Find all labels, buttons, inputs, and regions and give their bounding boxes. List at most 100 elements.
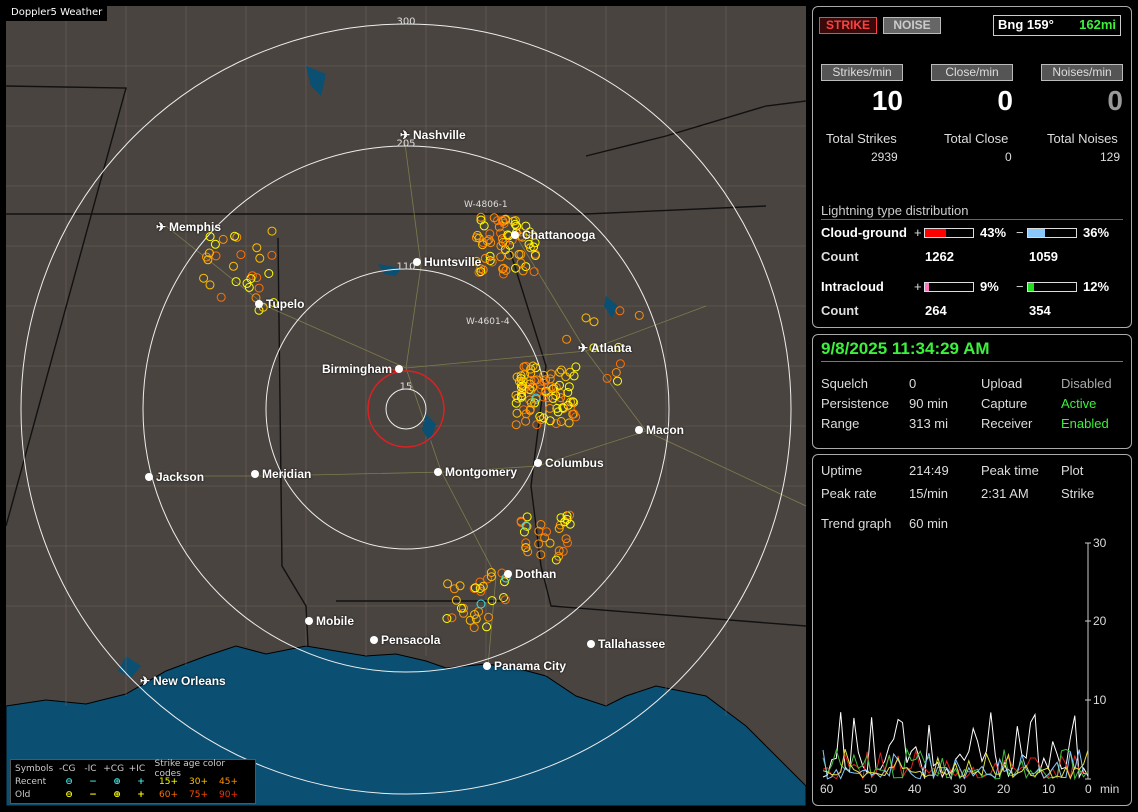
- strike-marker: [487, 596, 497, 606]
- trend-line: [822, 747, 1089, 781]
- waypoint-label: W-4601-4: [466, 317, 510, 327]
- noises-per-min-value: 0: [1107, 85, 1123, 116]
- strike-marker: [231, 277, 241, 287]
- strike-marker: [218, 234, 228, 244]
- bearing-value: Bng 159°: [998, 17, 1054, 32]
- strike-marker: [465, 615, 475, 625]
- cg-neg-count: 1059: [1029, 249, 1058, 264]
- strike-marker: [541, 375, 550, 385]
- legend-age-60: 60+: [159, 789, 178, 800]
- ic-pos-bar: [924, 282, 974, 292]
- stats-panel: STRIKE NOISE Bng 159° 162mi Strikes/min …: [812, 6, 1132, 328]
- legend-header-pos-ic: +IC: [128, 763, 146, 774]
- trend-line: [822, 749, 1089, 780]
- strike-marker: [504, 250, 514, 260]
- upload-label: Upload: [981, 376, 1023, 391]
- strike-marker: [517, 391, 527, 401]
- strike-marker: [475, 584, 485, 593]
- strike-marker: [204, 248, 214, 258]
- trend-line: [822, 749, 1089, 780]
- strike-marker: [536, 520, 546, 529]
- legend-recent-label: Recent: [15, 776, 47, 787]
- total-strikes-value: 2939: [871, 150, 898, 164]
- noises-per-min-button[interactable]: Noises/min: [1041, 64, 1123, 81]
- city-dot-icon: [635, 426, 643, 434]
- ic-neg-count: 354: [1029, 303, 1051, 318]
- ring-label-300: 300: [396, 16, 416, 28]
- range-label: Range: [821, 416, 860, 431]
- strike-marker: [489, 213, 499, 223]
- total-close-value: 0: [1005, 150, 1012, 164]
- strike-marker: [484, 235, 494, 245]
- neg-cg-symbol-icon: ⊖: [65, 789, 73, 800]
- cg-minus-sign: −: [1016, 225, 1024, 240]
- strike-marker: [534, 539, 544, 549]
- city-nashville: ✈ Nashville: [400, 128, 466, 142]
- strike-marker: [611, 368, 621, 377]
- range-value: 313 mi: [909, 416, 949, 431]
- strike-marker: [496, 252, 506, 262]
- city-dot-icon: [145, 473, 153, 481]
- strike-marker: [267, 226, 277, 236]
- strike-marker: [560, 517, 570, 527]
- strike-marker-recent: [531, 393, 541, 403]
- strike-marker: [498, 264, 508, 274]
- strike-marker: [528, 361, 538, 371]
- strike-marker: [508, 216, 518, 226]
- strike-marker: [522, 512, 532, 522]
- pos-cg-symbol-icon: ⊕: [113, 776, 121, 787]
- ic-pos-fill: [925, 283, 930, 291]
- trend-graph-value: 60 min: [909, 516, 949, 531]
- plot-value[interactable]: Strike: [1061, 486, 1095, 501]
- city-huntsville: Huntsville: [413, 255, 481, 269]
- strike-marker: [451, 595, 461, 605]
- strike-marker: [516, 371, 526, 381]
- strikes-per-min-button[interactable]: Strikes/min: [821, 64, 903, 81]
- strike-marker: [535, 412, 545, 421]
- neg-ic-symbol-icon: −: [89, 776, 97, 787]
- strike-mode-button[interactable]: STRIKE: [819, 17, 877, 34]
- strike-marker: [546, 382, 556, 392]
- strike-marker: [563, 388, 573, 397]
- strike-marker: [581, 313, 591, 323]
- strike-marker: [555, 367, 565, 377]
- capture-label: Capture: [981, 396, 1028, 411]
- strike-marker: [511, 420, 521, 430]
- close-per-min-button[interactable]: Close/min: [931, 64, 1013, 81]
- noise-mode-button[interactable]: NOISE: [883, 17, 941, 34]
- strike-marker: [539, 413, 549, 423]
- legend-old-label: Old: [15, 789, 31, 800]
- strike-marker: [613, 376, 622, 386]
- strike-marker: [516, 382, 526, 392]
- strike-marker: [459, 608, 468, 618]
- strike-marker: [589, 317, 599, 327]
- strike-marker-recent: [521, 521, 531, 531]
- strike-marker: [210, 239, 220, 249]
- strike-marker: [519, 362, 529, 372]
- city-dot-icon: [305, 617, 313, 625]
- lightning-map[interactable]: Doppler5 Weather 300 205 110 15 W-4806-1…: [6, 6, 806, 806]
- legend-age-75: 75+: [189, 789, 208, 800]
- city-macon: Macon: [635, 423, 684, 437]
- legend-header-neg-ic: -IC: [84, 763, 97, 774]
- ic-neg-fill: [1028, 283, 1034, 291]
- pos-cg-symbol-icon: ⊕: [113, 789, 121, 800]
- legend-age-45: 45+: [219, 776, 238, 787]
- y-tick-10: 10: [1093, 693, 1107, 707]
- x-tick-20: 20: [997, 782, 1011, 796]
- strike-marker: [565, 510, 575, 520]
- peak-rate-label: Peak rate: [821, 486, 877, 501]
- x-tick-60: 60: [820, 782, 834, 796]
- city-dothan: Dothan: [504, 567, 556, 581]
- strike-marker: [569, 398, 579, 408]
- strike-marker: [525, 395, 535, 405]
- city-birmingham: Birmingham: [322, 362, 404, 376]
- cg-pos-fill: [925, 229, 946, 237]
- strike-marker: [565, 403, 575, 412]
- strike-marker: [529, 267, 539, 277]
- y-tick-20: 20: [1093, 614, 1107, 628]
- strike-marker: [558, 546, 568, 556]
- strike-marker: [539, 376, 549, 386]
- legend-header-pos-cg: +CG: [103, 763, 125, 774]
- pos-ic-symbol-icon: +: [137, 776, 145, 787]
